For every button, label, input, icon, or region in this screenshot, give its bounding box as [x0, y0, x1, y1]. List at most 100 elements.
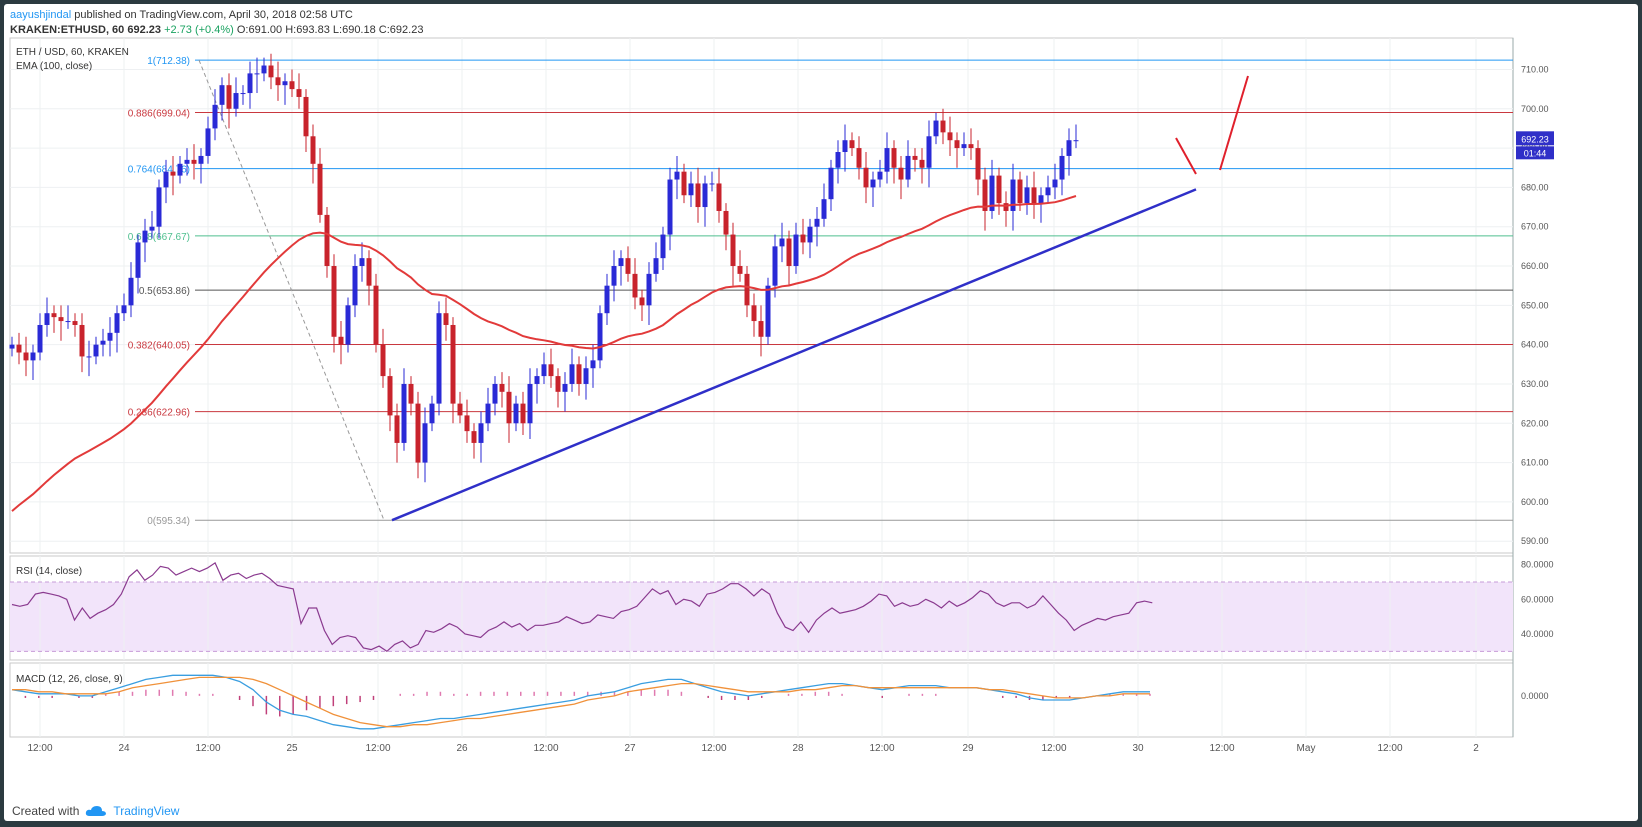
- candle-body: [219, 85, 225, 105]
- candle-body: [380, 344, 386, 377]
- candle-body: [520, 403, 526, 424]
- candle-body: [240, 93, 246, 95]
- candle-body: [737, 266, 743, 274]
- candle-body: [44, 313, 50, 325]
- x-tick-label: 12:00: [195, 743, 220, 754]
- candle-body: [331, 266, 337, 337]
- candle-body: [100, 340, 106, 345]
- candle-body: [310, 136, 316, 164]
- macd-panel-title: MACD (12, 26, close, 9): [16, 674, 123, 685]
- author-link[interactable]: aayushjindal: [10, 9, 72, 21]
- panel-frame: [9, 37, 1514, 554]
- candle-body: [9, 344, 15, 349]
- candle-body: [814, 218, 820, 227]
- x-tick-label: 12:00: [27, 743, 52, 754]
- candle-body: [191, 159, 197, 164]
- candle-body: [786, 238, 792, 267]
- axes: 12:00 24 12:00 25 12:00 26 12:00 27 12:00 28 12:00…: [27, 64, 1554, 754]
- candle-body: [793, 234, 799, 267]
- candle-body: [282, 81, 288, 86]
- candle-body: [58, 317, 64, 322]
- candle-body: [709, 183, 715, 185]
- candle-body: [422, 423, 428, 463]
- candle-body: [926, 136, 932, 168]
- candle-body: [982, 179, 988, 211]
- candle-body: [604, 285, 610, 314]
- change-value: +2.73 (+0.4%): [164, 24, 234, 36]
- y-tick-label: 650.00: [1521, 300, 1549, 310]
- candle-body: [499, 383, 505, 392]
- tradingview-brand[interactable]: TradingView: [113, 804, 180, 818]
- candle-body: [772, 246, 778, 286]
- trend-line: [391, 188, 1197, 522]
- candle-body: [303, 96, 309, 137]
- candle-body: [107, 332, 113, 341]
- candle-body: [758, 321, 764, 337]
- x-tick-label: 12:00: [365, 743, 390, 754]
- x-tick-label: 2: [1473, 743, 1479, 754]
- candle-body: [898, 167, 904, 180]
- countdown-tag-text: 01:44: [1524, 148, 1547, 158]
- candle-body: [51, 313, 57, 318]
- candle-body: [674, 171, 680, 180]
- fib-anchor-line: [198, 59, 385, 521]
- candle-body: [877, 171, 883, 180]
- candle-body: [954, 140, 960, 149]
- candle-body: [723, 210, 729, 235]
- candle-body: [660, 234, 666, 259]
- candle-body: [359, 258, 365, 267]
- candle-body: [149, 226, 155, 231]
- candle-body: [72, 321, 78, 325]
- panel-frame: [9, 662, 1514, 738]
- candle-body: [1003, 203, 1009, 211]
- fib-label: 1(712.38): [147, 56, 190, 67]
- candle-body: [177, 163, 183, 176]
- candle-body: [450, 324, 456, 404]
- candle-body: [352, 266, 358, 306]
- ohlc-high: H:693.83: [285, 24, 330, 36]
- footer: Created with TradingView: [12, 804, 179, 818]
- x-tick-label: 12:00: [701, 743, 726, 754]
- candle-body: [639, 297, 645, 306]
- candle-body: [170, 171, 176, 176]
- candle-body: [261, 65, 267, 74]
- candle-body: [996, 175, 1002, 204]
- candle-body: [730, 234, 736, 267]
- y-tick-label: 680.00: [1521, 182, 1549, 192]
- candle-body: [947, 132, 953, 141]
- rsi-y-tick: 80.0000: [1521, 560, 1554, 570]
- signal-line: [12, 676, 1150, 728]
- x-tick-label: 28: [792, 743, 804, 754]
- candle-body: [79, 324, 85, 357]
- candle-body: [457, 403, 463, 416]
- candle-body: [345, 305, 351, 345]
- candle-body: [555, 376, 561, 392]
- y-tick-label: 590.00: [1521, 536, 1549, 546]
- candle-body: [646, 273, 652, 306]
- candle-body: [527, 383, 533, 424]
- candle-body: [401, 383, 407, 443]
- x-tick-label: 27: [624, 743, 636, 754]
- ohlc-low: L:690.18: [332, 24, 376, 36]
- candle-body: [912, 155, 918, 160]
- candle-body: [590, 360, 596, 369]
- rsi-band: [10, 582, 1513, 652]
- candle-body: [548, 364, 554, 377]
- candle-body: [23, 352, 29, 361]
- ohlc-open: O:691.00: [236, 24, 283, 36]
- candle-body: [695, 183, 701, 208]
- candle-body: [919, 159, 925, 168]
- grid-lines: [10, 38, 1513, 737]
- candle-body: [128, 277, 134, 306]
- indicator-lines: [11, 75, 1249, 730]
- candle-body: [254, 73, 260, 75]
- candle-body: [37, 324, 43, 353]
- candle-body: [16, 344, 22, 353]
- candle-body: [569, 364, 575, 384]
- candle-body: [541, 364, 547, 377]
- candle-body: [702, 183, 708, 208]
- candle-body: [86, 356, 92, 358]
- candle-body: [807, 226, 813, 243]
- candle-body: [1031, 187, 1037, 204]
